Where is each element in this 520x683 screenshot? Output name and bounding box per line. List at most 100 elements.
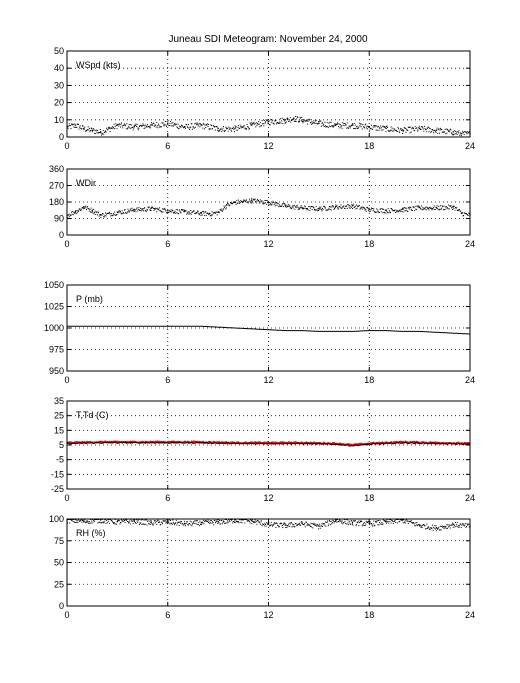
cloud-point <box>418 524 420 526</box>
cloud-point <box>122 520 124 522</box>
cloud-point <box>406 210 408 212</box>
cloud-point <box>305 208 307 210</box>
cloud-point <box>193 521 195 523</box>
cloud-point <box>262 123 264 125</box>
cloud-point <box>76 211 78 213</box>
cloud-point <box>266 199 268 201</box>
x-tick-label: 18 <box>364 375 374 385</box>
cloud-point <box>467 132 469 134</box>
cloud-point <box>182 524 184 526</box>
cloud-point <box>301 208 303 210</box>
cloud-point <box>206 521 208 523</box>
cloud-point <box>263 202 265 204</box>
cloud-point <box>305 521 307 523</box>
cloud-point <box>352 124 354 126</box>
cloud-point <box>270 121 272 123</box>
cloud-point <box>446 524 448 526</box>
data-point <box>83 520 85 522</box>
cloud-point <box>349 521 351 523</box>
cloud-point <box>159 524 161 526</box>
cloud-point <box>380 523 382 525</box>
cloud-point <box>80 210 82 212</box>
cloud-point <box>444 209 446 211</box>
cloud-point <box>80 128 82 130</box>
cloud-point <box>278 206 280 208</box>
cloud-point <box>405 131 407 133</box>
cloud-point <box>254 123 256 125</box>
cloud-point <box>152 206 154 208</box>
cloud-point <box>457 209 459 211</box>
cloud-point <box>448 208 450 210</box>
cloud-point <box>421 205 423 207</box>
cloud-point <box>267 122 269 124</box>
cloud-point <box>195 122 197 124</box>
cloud-point <box>297 524 299 526</box>
cloud-point <box>108 127 110 129</box>
cloud-point <box>441 205 443 207</box>
cloud-point <box>383 211 385 213</box>
cloud-point <box>149 520 151 522</box>
cloud-point <box>316 209 318 211</box>
cloud-point <box>296 118 298 120</box>
cloud-point <box>322 523 324 525</box>
cloud-point <box>286 117 288 119</box>
cloud-point <box>330 524 332 526</box>
cloud-point <box>197 125 199 127</box>
cloud-point <box>368 520 370 522</box>
cloud-point <box>433 129 435 131</box>
cloud-point <box>273 524 275 526</box>
cloud-point <box>440 205 442 207</box>
cloud-point <box>141 209 143 211</box>
cloud-point <box>299 208 301 210</box>
cloud-point <box>401 211 403 213</box>
cloud-point <box>155 208 157 210</box>
cloud-point <box>79 520 81 522</box>
cloud-point <box>213 519 215 521</box>
cloud-point <box>298 121 300 123</box>
cloud-point <box>106 522 108 524</box>
cloud-point <box>341 125 343 127</box>
cloud-point <box>191 128 193 130</box>
cloud-point <box>285 526 287 528</box>
cloud-point <box>236 520 238 522</box>
cloud-point <box>437 132 439 134</box>
cloud-point <box>155 207 157 209</box>
cloud-point <box>93 519 95 521</box>
cloud-point <box>164 120 166 122</box>
cloud-point <box>73 211 75 213</box>
cloud-point <box>116 128 118 130</box>
cloud-point <box>381 208 383 210</box>
cloud-point <box>279 205 281 207</box>
cloud-point <box>347 127 349 129</box>
cloud-point <box>412 206 414 208</box>
cloud-point <box>342 523 344 525</box>
cloud-point <box>192 126 194 128</box>
cloud-point <box>365 210 367 212</box>
cloud-point <box>282 122 284 124</box>
cloud-point <box>121 213 123 215</box>
x-tick-label: 18 <box>364 141 374 151</box>
cloud-point <box>452 208 454 210</box>
y-tick-label: 0 <box>59 601 64 611</box>
cloud-point <box>136 208 138 210</box>
cloud-point <box>465 131 467 133</box>
cloud-point <box>366 521 368 523</box>
cloud-point <box>429 206 431 208</box>
cloud-point <box>100 132 102 134</box>
cloud-point <box>293 118 295 120</box>
cloud-point <box>100 522 102 524</box>
cloud-point <box>327 520 329 522</box>
cloud-point <box>126 212 128 214</box>
cloud-point <box>360 521 362 523</box>
cloud-point <box>347 204 349 206</box>
cloud-point <box>270 119 272 121</box>
cloud-point <box>305 120 307 122</box>
cloud-point <box>263 523 265 525</box>
cloud-point <box>376 125 378 127</box>
cloud-point <box>396 210 398 212</box>
cloud-point <box>212 125 214 127</box>
cloud-point <box>242 202 244 204</box>
cloud-point <box>312 122 314 124</box>
cloud-point <box>421 209 423 211</box>
